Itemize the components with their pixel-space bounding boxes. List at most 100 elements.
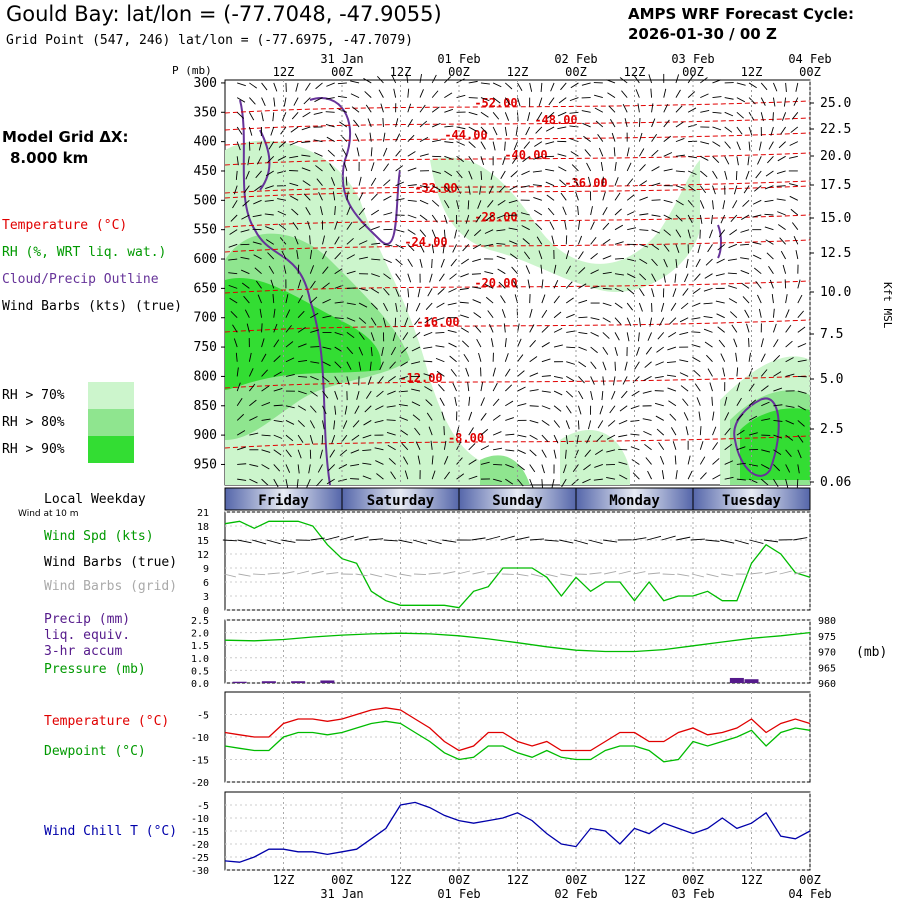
wind-barb <box>770 126 774 136</box>
wind-barb <box>732 200 738 209</box>
wind-barb <box>685 426 689 436</box>
wind-barb <box>419 214 428 221</box>
wind-barb <box>358 287 368 292</box>
wind-barb <box>388 457 396 465</box>
wind-barb <box>780 126 786 135</box>
wind-barb <box>289 155 299 159</box>
wind-barb <box>346 302 356 306</box>
wind-barb <box>341 148 348 157</box>
wind-barb <box>578 331 588 335</box>
wind-barb <box>248 352 252 362</box>
wind-barb <box>638 317 641 327</box>
wind-barb <box>353 119 360 128</box>
wind-barb <box>529 464 536 473</box>
wind-barb <box>626 147 630 157</box>
wind-barb <box>703 316 713 319</box>
wind-barb <box>338 108 348 113</box>
wind-barb <box>484 283 494 289</box>
wind-barb <box>626 317 632 327</box>
wind-barb <box>334 405 337 415</box>
wind-barb <box>490 338 494 348</box>
wind-barb <box>342 420 348 429</box>
wind-barb <box>773 449 782 455</box>
wind-barb-true <box>339 535 354 541</box>
wind-barb <box>551 235 555 245</box>
wind-barb <box>468 185 471 195</box>
wind-barb <box>700 93 709 99</box>
wind-barb <box>614 177 619 186</box>
wind-barb <box>602 361 607 371</box>
wind-barb <box>639 273 647 281</box>
wind-barb <box>456 141 465 146</box>
wind-barb <box>683 412 689 421</box>
label-wind-chill: Wind Chill T (°C) <box>44 824 178 839</box>
wind-barb <box>273 464 281 472</box>
wind-barb <box>660 302 665 312</box>
wind-barb <box>241 214 250 220</box>
wind-barb <box>316 178 323 186</box>
wind-barb <box>236 382 241 392</box>
wind-barb <box>590 346 598 354</box>
wind-barb <box>228 243 238 248</box>
wind-barb <box>687 75 694 84</box>
wind-barb-grid <box>779 570 792 575</box>
wind-barb <box>761 418 771 421</box>
wind-barb <box>428 426 433 436</box>
wind-barb <box>626 178 634 186</box>
wind-barb <box>350 478 360 480</box>
wind-barb <box>590 331 599 337</box>
wind-barb <box>246 323 250 333</box>
wind-barb <box>236 156 239 166</box>
wind-barb <box>769 279 774 289</box>
wind-barb <box>358 317 367 324</box>
wind-barb <box>651 243 660 250</box>
wind-barb <box>419 89 424 98</box>
wind-barb <box>505 433 515 436</box>
bottom-hour-label: 12Z <box>624 873 646 887</box>
wind-barb <box>415 441 421 450</box>
wind-barb <box>468 443 476 451</box>
wind-barb <box>632 472 640 480</box>
wind-barb <box>541 390 551 393</box>
wind-barb <box>717 244 725 251</box>
wind-barb <box>504 126 508 136</box>
wind-barb <box>523 251 531 260</box>
wind-barb <box>540 264 543 274</box>
wind-barb <box>309 250 313 260</box>
wind-barb <box>630 433 640 436</box>
precip-panel-tick-label: 1.5 <box>191 641 209 652</box>
wind-barb <box>712 79 722 84</box>
wind-barb <box>253 199 262 205</box>
temp-contour-label: -36.00 <box>564 176 607 190</box>
temperature-panel: -5 -10 -15 -20 <box>191 691 811 789</box>
pressure-axis-label: P (mb) <box>172 64 212 77</box>
wind-barb-true <box>793 537 808 541</box>
wind-barb <box>419 104 426 113</box>
wind-barb <box>444 141 454 144</box>
wind-barb <box>626 210 636 216</box>
wind-barb <box>707 368 713 377</box>
wind-barb-true <box>646 535 662 541</box>
wind-barb <box>480 111 489 118</box>
wind-barb-grid <box>530 573 544 578</box>
wind-barb <box>529 82 533 92</box>
wind-barb <box>273 434 283 439</box>
wind-barb <box>742 296 750 304</box>
wind-barb <box>460 327 469 333</box>
wind-barb <box>297 310 305 319</box>
wind-barb <box>699 456 706 465</box>
wind-barb <box>545 126 555 132</box>
wind-panel-tick-label: 0 <box>203 606 209 617</box>
wind-barb <box>257 156 262 165</box>
wind-barb <box>773 404 783 407</box>
wind-barb <box>712 96 722 99</box>
wind-barb <box>485 296 494 304</box>
wind-barb <box>310 361 320 364</box>
wind-barb <box>736 141 741 151</box>
wind-barb <box>577 205 579 216</box>
wind-barb <box>407 134 415 142</box>
label-liq-equiv: liq. equiv. <box>44 628 131 643</box>
wind-barb <box>492 82 502 88</box>
wind-barb <box>383 273 391 280</box>
wind-barb-true <box>310 537 325 541</box>
